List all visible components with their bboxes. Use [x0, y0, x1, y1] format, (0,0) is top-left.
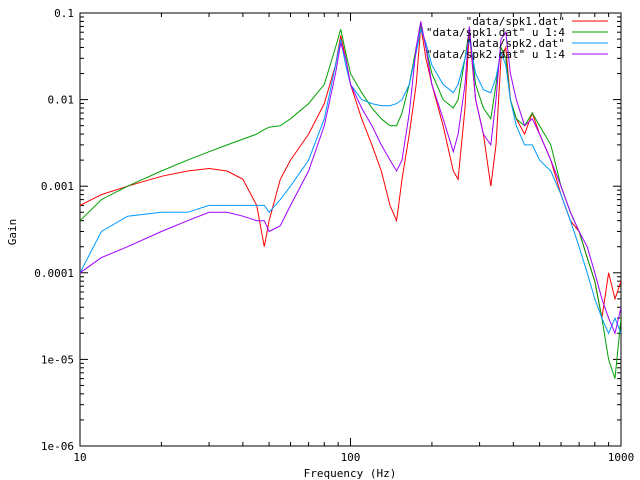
- series-line-4: [80, 21, 621, 335]
- legend-label: "data/spk2.dat" u 1:4: [426, 48, 565, 61]
- y-axis-label: Gain: [6, 219, 19, 246]
- series-line-3: [80, 27, 621, 335]
- y-tick-label: 0.001: [41, 180, 74, 193]
- y-tick-label: 0.01: [48, 94, 75, 107]
- y-tick-label: 1e-05: [41, 353, 74, 366]
- plot-frame: [79, 12, 622, 447]
- legend-label: "data/spk2.dat": [466, 37, 565, 50]
- y-tick-label: 1e-06: [41, 440, 74, 453]
- series-line-1: [80, 26, 621, 319]
- y-tick-label: 0.0001: [34, 267, 74, 280]
- y-tick-label: 0.1: [54, 7, 74, 20]
- x-tick-label: 100: [341, 451, 361, 464]
- legend-label: "data/spk1.dat" u 1:4: [426, 26, 565, 39]
- legend: "data/spk1.dat""data/spk1.dat" u 1:4"dat…: [426, 15, 608, 61]
- series-line-2: [80, 23, 621, 379]
- x-tick-label: 10: [73, 451, 86, 464]
- legend-label: "data/spk1.dat": [466, 15, 565, 28]
- x-axis-label: Frequency (Hz): [304, 467, 397, 480]
- axis-ticks: 10 100 1000 0.1 0.01 0.001 0.0001 1e-05 1e-06: [34, 7, 634, 464]
- series-layer: [80, 21, 621, 379]
- x-tick-label: 1000: [608, 451, 635, 464]
